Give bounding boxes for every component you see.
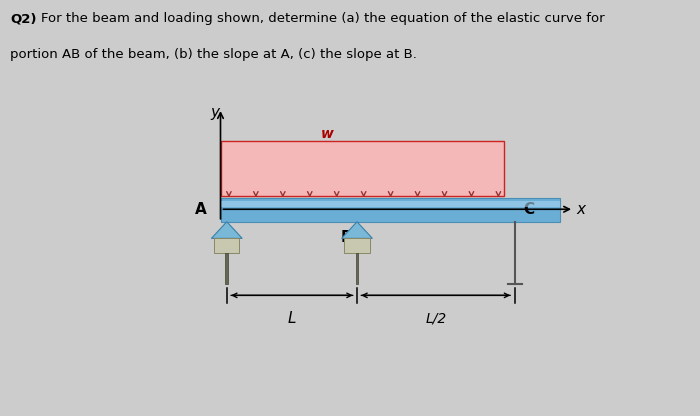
Bar	[220, 141, 504, 196]
Bar	[344, 238, 370, 253]
Bar	[214, 238, 239, 253]
Text: portion AB of the beam, (b) the slope at A, (c) the slope at B.: portion AB of the beam, (b) the slope at…	[10, 48, 417, 61]
Text: x: x	[577, 202, 585, 217]
Text: L: L	[288, 311, 296, 326]
Text: w: w	[321, 127, 333, 141]
Bar	[225, 253, 228, 284]
Text: L/2: L/2	[425, 311, 447, 325]
Text: C: C	[524, 202, 535, 217]
Text: B: B	[340, 230, 352, 245]
Polygon shape	[342, 222, 372, 238]
Text: Q2): Q2)	[10, 12, 37, 25]
Bar	[220, 201, 560, 207]
Text: A: A	[195, 202, 206, 217]
Text: y: y	[211, 105, 219, 120]
Bar	[220, 198, 560, 222]
Bar	[356, 253, 358, 284]
Polygon shape	[211, 222, 242, 238]
Text: For the beam and loading shown, determine (a) the equation of the elastic curve : For the beam and loading shown, determin…	[41, 12, 604, 25]
